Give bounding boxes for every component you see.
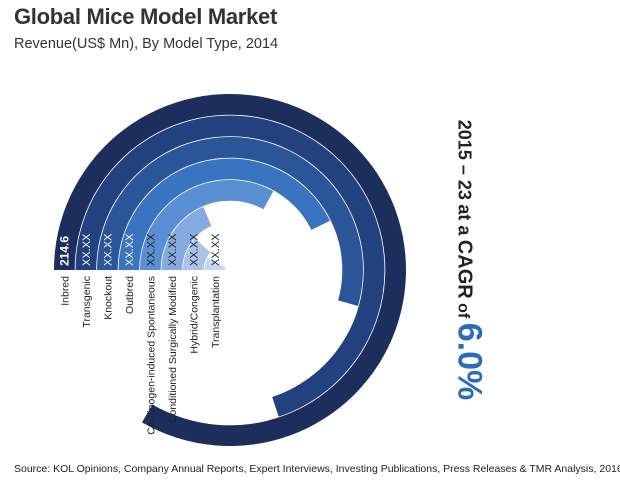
- value-label: XX.XX: [188, 233, 200, 266]
- category-label: Transgenic: [81, 276, 93, 328]
- bar-transplantation: [204, 258, 226, 270]
- value-label: XX.XX: [145, 233, 157, 266]
- category-label: Transplantation: [210, 276, 222, 348]
- cagr-of: of: [454, 303, 472, 319]
- cagr-period: 2015 – 23: [454, 119, 475, 200]
- value-label: XX.XX: [81, 233, 93, 266]
- chart-subtitle: Revenue(US$ Mn), By Model Type, 2014: [14, 36, 279, 52]
- cagr-annotation: 2015 – 23 at a CAGR of 6.0%: [444, 110, 494, 410]
- bar-outbred: [118, 158, 331, 270]
- category-label: Conditioned Surgically Modified: [167, 276, 179, 423]
- category-label: Hybrid/Congenic: [188, 276, 200, 354]
- cagr-value: 6.0%: [450, 322, 489, 401]
- category-label: Outbred: [124, 276, 136, 314]
- value-label: XX.XX: [102, 233, 114, 266]
- bar-knockout: [97, 137, 363, 307]
- source-note: Source: KOL Opinions, Company Annual Rep…: [14, 463, 620, 475]
- value-label: XX.XX: [167, 233, 179, 266]
- bar-conditioned-surgically-modified: [161, 206, 212, 270]
- chart-title: Global Mice Model Market: [14, 4, 277, 29]
- category-label: Knockout: [102, 276, 114, 320]
- cagr-at-a: at a: [454, 204, 475, 236]
- category-label: Carcinogen-induced Spontaneous: [145, 276, 157, 435]
- cagr-label: CAGR: [453, 239, 476, 299]
- bars-group: 214.6 XX.XX XX.XX XX.XX XX.XX XX.XX XX.XX XX.XX: [54, 94, 406, 446]
- category-label: Inbred: [59, 276, 71, 306]
- category-labels-group: Inbred Transgenic Knockout Outbred Carcinoge…: [59, 276, 222, 435]
- value-label: 214.6: [57, 236, 71, 266]
- bar-hybrid-congenic: [183, 238, 211, 270]
- value-label: XX.XX: [124, 233, 136, 266]
- value-label: XX.XX: [210, 233, 222, 266]
- bar-carcinogen-induced-spontaneous: [140, 179, 274, 270]
